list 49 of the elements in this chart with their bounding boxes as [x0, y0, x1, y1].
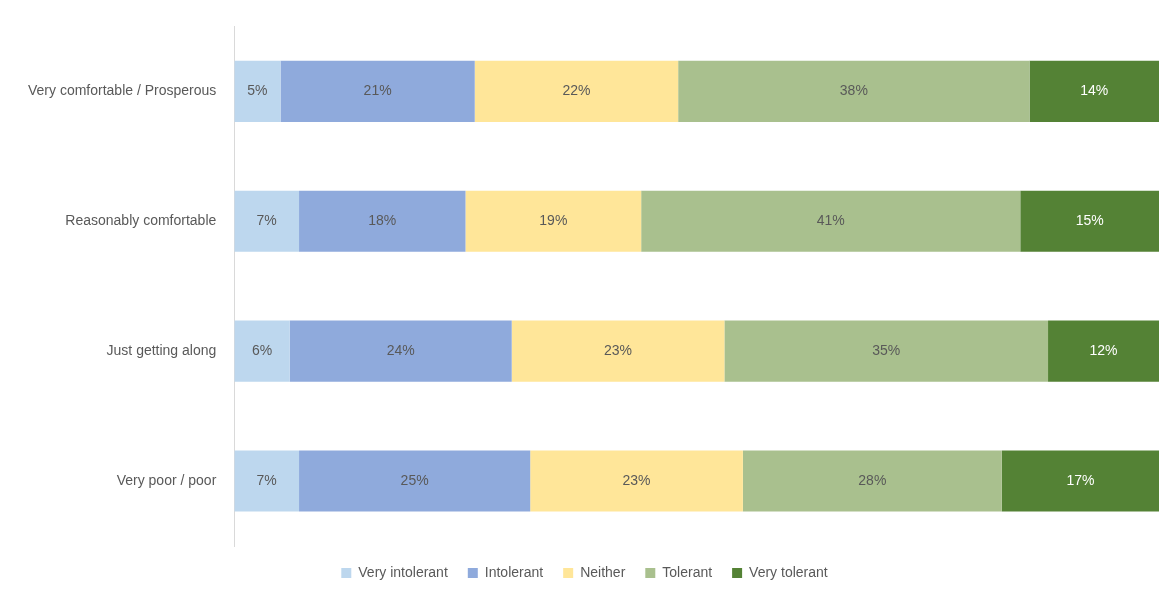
bar: [511, 320, 725, 382]
data-label: 22%: [562, 82, 591, 99]
data-label: 24%: [386, 342, 415, 359]
bar: [724, 320, 1049, 382]
bar: [234, 60, 281, 122]
data-label: 35%: [872, 342, 901, 359]
legend-label: Intolerant: [484, 563, 544, 580]
data-label: 14%: [1080, 82, 1109, 99]
data-label: 7%: [256, 471, 277, 488]
bar: [1029, 60, 1159, 122]
bar: [299, 450, 531, 512]
data-label: 41%: [816, 212, 845, 229]
y-tick-label: Reasonably comfortable: [65, 212, 217, 229]
legend-label: Very intolerant: [358, 563, 448, 580]
data-label: 17%: [1066, 471, 1095, 488]
data-label: 12%: [1089, 342, 1118, 359]
bar: [742, 450, 1002, 512]
bar: [299, 190, 466, 252]
bar: [474, 60, 679, 122]
bar: [530, 450, 743, 512]
data-label: 18%: [368, 212, 397, 229]
bar: [641, 190, 1021, 252]
data-label: 19%: [539, 212, 568, 229]
data-label: 6%: [251, 342, 273, 359]
y-tick-label: Just getting along: [106, 342, 217, 359]
bar: [234, 450, 300, 512]
data-label: 38%: [839, 82, 868, 99]
bar: [289, 320, 512, 382]
y-tick-label: Very poor / poor: [116, 471, 217, 488]
bar: [465, 190, 642, 252]
data-label: 15%: [1075, 212, 1104, 229]
legend-label: Tolerant: [662, 563, 713, 580]
data-label: 23%: [622, 471, 651, 488]
bar: [234, 320, 290, 382]
data-label: 25%: [400, 471, 429, 488]
data-label: 7%: [256, 212, 277, 229]
data-label: 5%: [247, 82, 268, 99]
bar: [1020, 190, 1159, 252]
legend-label: Very tolerant: [749, 563, 828, 580]
bar: [1048, 320, 1159, 382]
data-label: 23%: [604, 342, 633, 359]
data-label: 28%: [858, 471, 887, 488]
bar: [280, 60, 475, 122]
bar: [234, 190, 300, 252]
y-tick-label: Very comfortable / Prosperous: [28, 82, 217, 99]
data-label: 21%: [363, 82, 392, 99]
legend-label: Neither: [580, 563, 626, 580]
bar: [678, 60, 1030, 122]
bar: [1001, 450, 1159, 512]
